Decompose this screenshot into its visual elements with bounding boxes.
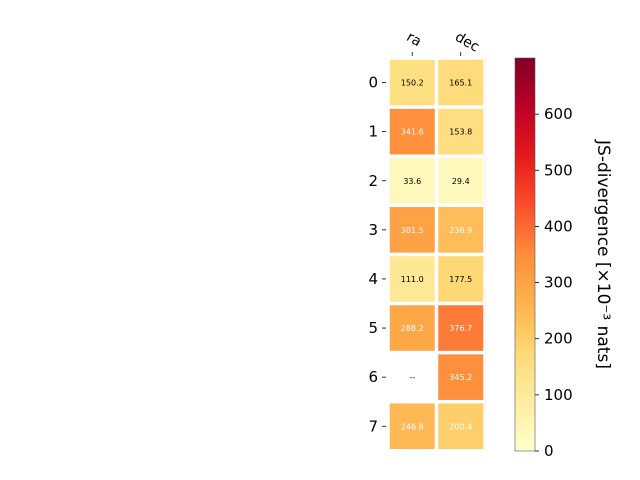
row-label: 6 [368,368,378,386]
cell-label: 153.8 [449,128,472,137]
row-label: 0 [368,74,378,92]
cell-label: 288.2 [401,324,424,333]
heatmap-grid: 150.2 165.1 341.6 153.8 33.6 29.4 301.5 236.9 11… [388,58,485,451]
heatmap-cell [388,254,437,304]
row-label: 1 [368,123,378,141]
colorbar-tick-label: 600 [544,105,573,123]
row-label: 3 [368,221,378,239]
heatmap-cell [436,107,485,156]
colorbar-tick-label: 100 [544,386,573,404]
row-label: 7 [368,417,378,435]
cell-label: 111.0 [401,275,424,284]
colorbar-tick-label: 200 [544,330,573,348]
heatmap-cell [388,107,437,156]
heatmap-cell [436,205,485,255]
colorbar-tick-label: 400 [544,217,573,235]
colorbar-gradient [514,57,536,452]
cell-label: 150.2 [401,79,424,88]
heatmap-cell [388,401,437,451]
cell-label: 165.1 [449,79,472,88]
cell-label: -- [409,373,415,382]
colorbar-tick-label: 300 [544,274,573,292]
heatmap-cell [388,205,437,255]
colorbar-tick-label: 500 [544,161,573,179]
column-label: ra [404,29,424,50]
cell-label: 376.7 [449,324,472,333]
heatmap-cell [388,58,437,107]
cell-label: 301.5 [401,226,424,235]
cell-label: 177.5 [449,275,472,284]
cell-label: 29.4 [452,177,470,186]
heatmap-cell [436,156,485,206]
heatmap-cell [436,303,485,353]
cell-label: 246.8 [401,422,424,431]
cell-label: 200.4 [449,422,472,431]
heatmap-cell [388,303,437,353]
heatmap-cell [436,58,485,107]
colorbar: 0 100 200 300 400 500 600 JS-divergence [×10⁻³ … [514,57,613,460]
colorbar-label: JS-divergence [×10⁻³ nats] [593,139,613,369]
heatmap-cell [436,352,485,402]
cell-label: 236.9 [449,226,472,235]
row-label: 2 [368,172,378,190]
row-label: 5 [368,319,378,337]
row-label: 4 [368,270,378,288]
cell-label: 341.6 [401,128,424,137]
cell-label: 33.6 [403,177,421,186]
column-label: dec [452,29,482,55]
heatmap-cell [436,254,485,304]
cell-label: 345.2 [449,373,472,382]
colorbar-tick-label: 0 [544,442,554,460]
heatmap-cell [388,156,437,206]
heatmap-cell [436,401,485,451]
